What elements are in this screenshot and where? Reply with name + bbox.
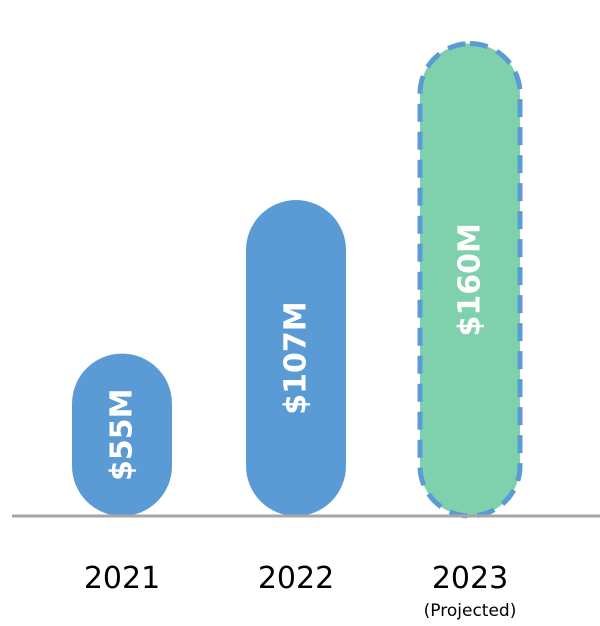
- x-tick-label-2022: 2022: [258, 561, 334, 596]
- bar-2021: [72, 353, 172, 516]
- bar-value-label-2023: $160M: [453, 223, 488, 336]
- x-tick-sublabel-2023: (Projected): [424, 601, 517, 621]
- bar-value-label-2022: $107M: [279, 301, 314, 414]
- bar-2023: [417, 41, 523, 519]
- bar-value-label-2021: $55M: [105, 389, 140, 481]
- x-tick-label-2023: 2023: [432, 561, 508, 596]
- x-tick-label-2021: 2021: [84, 561, 160, 596]
- bars-group: $55M $107M $160M: [72, 41, 523, 519]
- bar-2022: [246, 200, 346, 517]
- x-tick-labels: 2021 2022 2023 (Projected): [84, 561, 517, 621]
